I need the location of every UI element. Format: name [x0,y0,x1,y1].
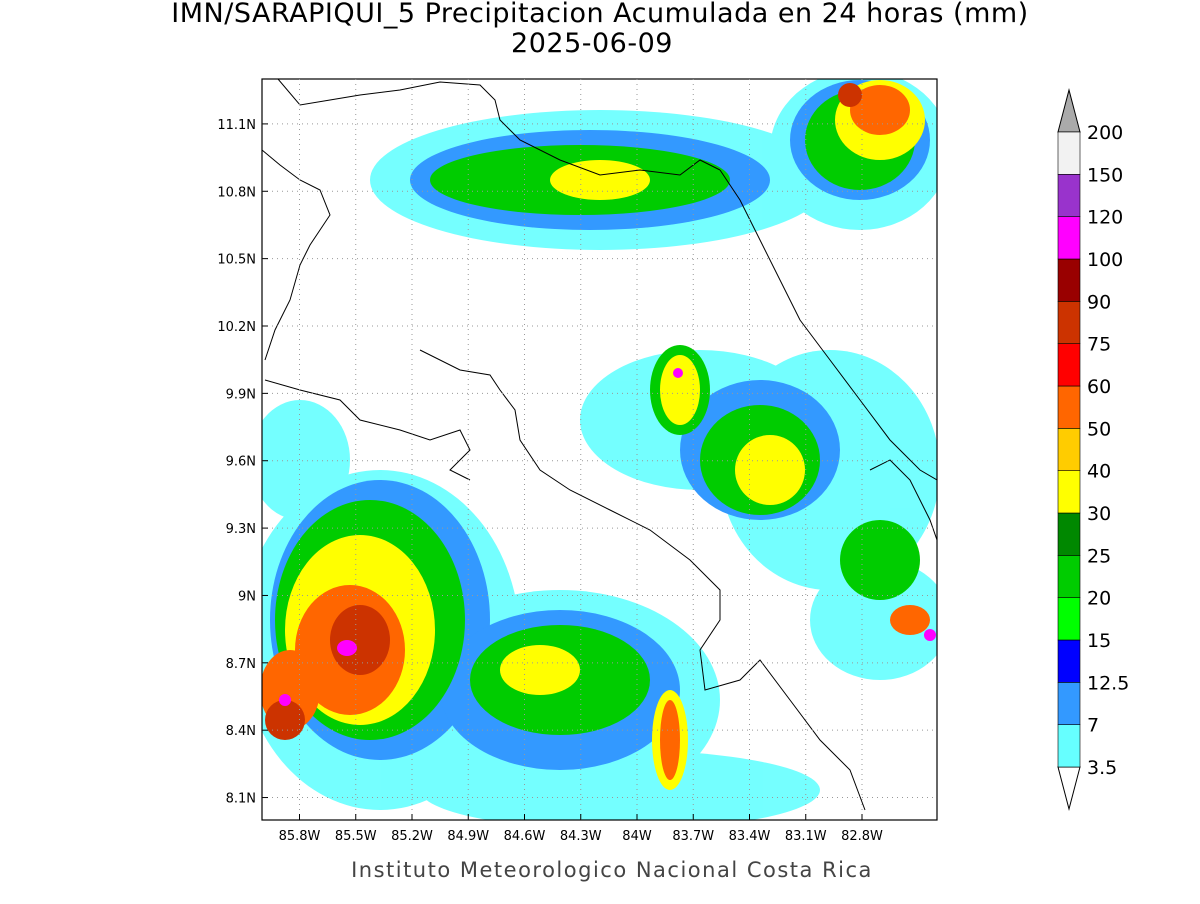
colorbar-segment [1057,724,1081,768]
precip-field [262,79,937,820]
colorbar-segment [1057,597,1081,641]
colorbar-under [1057,766,1081,811]
colorbar-segment [1057,131,1081,175]
colorbar-label: 100 [1087,249,1123,271]
lat-tick-label: 10.5N [217,253,256,268]
colorbar-label: 30 [1087,503,1111,525]
lon-tick-label: 83.4W [729,829,771,844]
colorbar-label: 60 [1087,376,1111,398]
colorbar-segment [1057,682,1081,725]
colorbar-segment [1057,174,1081,217]
lat-tick-label: 8.7N [226,657,256,672]
footer: Instituto Meteorologico Nacional Costa R… [351,858,873,882]
colorbar-segment [1057,639,1081,683]
lon-tick-label: 85.5W [335,829,377,844]
colorbar-label: 200 [1087,122,1123,144]
lat-tick-label: 8.1N [226,792,256,807]
colorbar-label: 25 [1087,545,1111,567]
colorbar-segment [1057,512,1081,556]
colorbar-label: 3.5 [1087,757,1117,779]
colorbar-label: 12.5 [1087,672,1129,694]
lat-tick-label: 10.2N [217,320,256,335]
subtitle: 2025-06-09 [511,28,673,59]
lat-tick-label: 9N [238,589,256,604]
lat-tick-label: 9.3N [226,522,256,537]
map-frame [261,78,938,821]
colorbar-segment [1057,555,1081,598]
colorbar-segment [1057,343,1081,387]
colorbar-label: 150 [1087,164,1123,186]
colorbar-segment [1057,428,1081,471]
colorbar-over [1057,88,1081,133]
colorbar-label: 20 [1087,588,1111,610]
colorbar-label: 15 [1087,630,1111,652]
title: IMN/SARAPIQUI_5 Precipitacion Acumulada … [171,0,1028,29]
lon-tick-label: 84.3W [560,829,602,844]
colorbar-segment [1057,301,1081,344]
lat-tick-label: 11.1N [217,118,256,133]
lon-tick-label: 84W [622,829,652,844]
colorbar-segment [1057,216,1081,260]
colorbar-label: 75 [1087,334,1111,356]
lon-tick-label: 84.6W [504,829,546,844]
lon-tick-label: 84.9W [447,829,489,844]
colorbar-segment [1057,385,1081,429]
colorbar-segment [1057,470,1081,514]
lon-tick-label: 85.2W [391,829,433,844]
colorbar-label: 40 [1087,461,1111,483]
lat-tick-label: 9.9N [226,387,256,402]
colorbar-label: 90 [1087,291,1111,313]
lon-tick-label: 85.8W [279,829,321,844]
lon-tick-label: 83.7W [672,829,714,844]
lat-tick-label: 10.8N [217,185,256,200]
colorbar-label: 7 [1087,715,1099,737]
lat-tick-label: 9.6N [226,455,256,470]
colorbar-label: 120 [1087,207,1123,229]
lon-tick-label: 83.1W [785,829,827,844]
colorbar-label: 50 [1087,418,1111,440]
colorbar-segment [1057,258,1081,302]
lat-tick-label: 8.4N [226,724,256,739]
lon-tick-label: 82.8W [841,829,883,844]
